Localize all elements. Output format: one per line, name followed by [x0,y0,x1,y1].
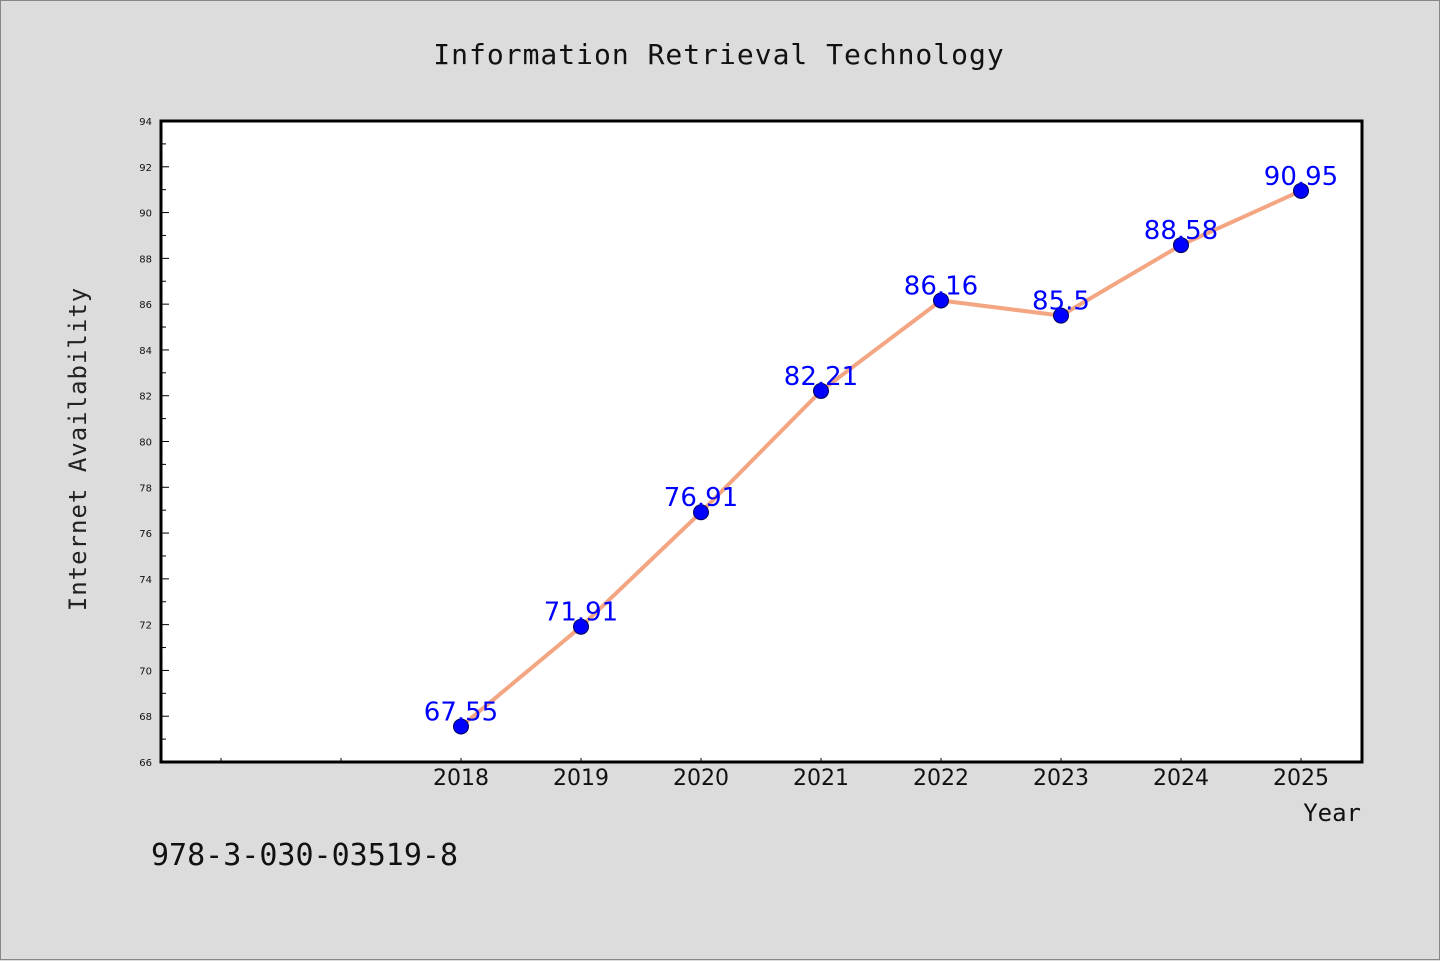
y-tick-label: 88 [139,254,152,265]
y-tick-label: 84 [139,346,152,357]
data-point [1173,237,1189,254]
data-point [453,718,469,735]
data-point [1293,182,1309,199]
x-tick-label: 2023 [1033,766,1089,791]
data-point [933,292,949,309]
y-tick-label: 70 [139,666,152,677]
series-layer [453,182,1309,735]
y-tick-label: 72 [139,621,152,632]
plot-area [159,119,1364,764]
y-tick-label: 86 [139,300,152,311]
y-axis: 66 68 70 72 74 76 78 80 82 84 86 88 90 92 94 [139,117,169,769]
x-axis-label: Year [1303,799,1361,827]
y-tick-label: 94 [139,117,152,128]
y-tick-label: 90 [139,209,152,220]
data-point [1053,307,1069,324]
x-tick-label: 2022 [913,766,969,791]
data-label: 86.16 [904,271,978,301]
data-label: 67.55 [424,698,498,728]
data-labels: 67.55 71.91 76.91 82.21 86.16 85.5 88.58 90.95 [424,162,1338,728]
y-tick-label: 66 [139,758,152,769]
x-tick-label: 2019 [553,766,609,791]
y-tick-label: 76 [139,529,152,540]
y-tick-label: 92 [139,163,152,174]
y-tick-label: 78 [139,483,152,494]
x-tick-label: 2018 [433,766,489,791]
series-line [459,189,1302,729]
y-tick-label: 74 [139,575,152,586]
data-label: 82.21 [784,362,858,392]
y-axis-label: Internet Availability [64,287,92,611]
data-label: 88.58 [1144,216,1218,246]
x-tick-label: 2024 [1153,766,1209,791]
x-tick-label: 2025 [1273,766,1329,791]
y-tick-label: 82 [139,392,152,403]
isbn-footer: 978-3-030-03519-8 [151,838,458,873]
data-label: 71.91 [544,598,618,628]
x-tick-label: 2020 [673,766,729,791]
data-point [573,618,589,635]
data-point [693,504,709,521]
data-label: 90.95 [1264,162,1338,192]
data-label: 76.91 [664,483,738,513]
chart-title: Information Retrieval Technology [433,38,1004,71]
y-tick-label: 80 [139,438,152,449]
x-axis: 2018 2019 2020 2021 2022 2023 2024 2025 [220,758,1329,791]
y-tick-label: 68 [139,712,152,723]
x-tick-label: 2021 [793,766,849,791]
data-point [813,382,829,399]
data-label: 85.5 [1032,287,1090,317]
